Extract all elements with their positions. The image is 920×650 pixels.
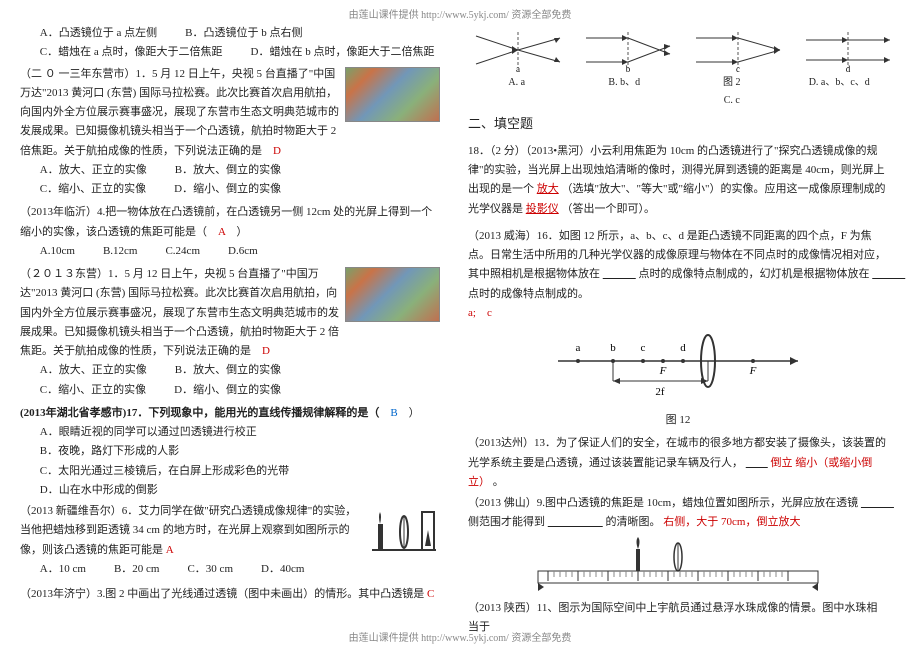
- q-linyi: （2013年临沂）4.把一物体放在凸透镜前，在凸透镜另一侧 12cm 处的光屏上…: [20, 203, 440, 261]
- xj-opt-d: D．40cm: [261, 560, 304, 579]
- q-dazhou: （2013达州）13．为了保证人们的安全，在城市的很多地方都安装了摄像头，该装置…: [468, 434, 888, 492]
- svg-text:2f: 2f: [655, 386, 665, 398]
- lens-c: c: [688, 28, 788, 72]
- ly-answer: A: [218, 226, 225, 238]
- fs-ans: 右侧，大于 70cm，倒立放大: [663, 516, 800, 528]
- fs-a: （2013 佛山）9.图中凸透镜的焦距是 10cm，蜡烛位置如图所示，光屏应放在…: [468, 497, 858, 509]
- lens-d: d: [798, 28, 898, 72]
- marathon-photo-1: [345, 67, 440, 122]
- hh-c: （答出一个即可）。: [562, 203, 656, 215]
- xj-opt-a: A．10 cm: [40, 560, 86, 579]
- svg-text:a: a: [516, 64, 520, 72]
- q-dy2-text: （２０１３东营）1．5 月 12 日上午，央视 5 台直播了"中国万达"2013…: [20, 268, 339, 357]
- xj-answer: A: [166, 544, 174, 556]
- wh-ans1: a;: [468, 307, 476, 319]
- q-dongying-1: （二 ０ 一三年东营市）1．5 月 12 日上午，央视 5 台直播了"中国万达"…: [20, 65, 440, 200]
- svg-text:a: a: [576, 342, 581, 354]
- ly-text: （2013年临沂）4.把一物体放在凸透镜前，在凸透镜另一侧 12cm 处的光屏上…: [20, 206, 432, 237]
- xg-head: (2013年湖北省孝感市)17．下列现象中，能用光的直线传播规律解释的是（: [20, 407, 379, 419]
- q-dongying-2: （２０１３东营）1．5 月 12 日上午，央视 5 台直播了"中国万达"2013…: [20, 265, 440, 400]
- jn-text: （2013年济宁）3.图 2 中画出了光线通过透镜（图中未画出）的情形。其中凸透…: [20, 588, 424, 600]
- jn-answer: C: [427, 588, 434, 600]
- ly-opt-c: C.24cm: [165, 242, 200, 261]
- section-fill-blank: 二、填空题: [468, 113, 888, 136]
- svg-text:c: c: [641, 342, 646, 354]
- xj-opt-b: B．20 cm: [114, 560, 160, 579]
- ly-tail: ）: [236, 226, 247, 238]
- q-xinjiang: （2013 新疆维吾尔）6．艾力同学在做"研究凸透镜成像规律"的实验，当他把蜡烛…: [20, 502, 440, 579]
- dy2-opt-a: A．放大、正立的实像: [40, 361, 147, 380]
- opt-b: B．凸透镜位于 b 点右侧: [185, 24, 302, 43]
- opt-d: D．蜡烛在 b 点时，像距大于二倍焦距: [251, 43, 435, 62]
- left-column: A．凸透镜位于 a 点左侧 B．凸透镜位于 b 点右侧 C．蜡烛在 a 点时，像…: [20, 24, 440, 626]
- xj-opt-c: C．30 cm: [187, 560, 233, 579]
- optical-bench-icon: [468, 537, 888, 593]
- opt-c: C．蜡烛在 a 点时，像距大于二倍焦距: [40, 43, 223, 62]
- dy1-opt-d: D．缩小、倒立的实像: [174, 180, 281, 199]
- ly-opt-b: B.12cm: [103, 242, 138, 261]
- fs-c: 的清晰图。: [606, 516, 661, 528]
- dy2-opt-d: D．缩小、倒立的实像: [174, 381, 281, 400]
- marathon-photo-2: [345, 267, 440, 322]
- q-shaanxi: （2013 陕西）11、图示为国际空间中上宇航员通过悬浮水珠成像的情景。图中水珠…: [468, 599, 888, 638]
- xg-opt-a: A．眼睛近视的同学可以通过凹透镜进行校正: [40, 423, 440, 442]
- dz-b: 。: [493, 476, 504, 488]
- svg-text:F: F: [749, 365, 757, 377]
- lens-a: a: [468, 28, 568, 72]
- lens-label-row: A. a B. b、d 图 2 C. c D. a、b、c、d: [468, 74, 888, 109]
- svg-text:b: b: [626, 64, 631, 72]
- sx-text: （2013 陕西）11、图示为国际空间中上宇航员通过悬浮水珠成像的情景。图中水珠…: [468, 599, 888, 638]
- svg-text:d: d: [680, 342, 686, 354]
- dy1-opt-a: A．放大、正立的实像: [40, 161, 147, 180]
- lens-lbl-c-cap: 图 2 C. c: [683, 74, 781, 109]
- lens-b: b: [578, 28, 678, 72]
- candle-screen-icon: [368, 502, 440, 563]
- q-weihai: （2013 威海）16．如图 12 所示，a、b、c、d 是距凸透镜不同距离的四…: [468, 227, 888, 431]
- q-xiaogan: (2013年湖北省孝感市)17．下列现象中，能用光的直线传播规律解释的是（ B …: [20, 404, 440, 500]
- dy2-opt-c: C．缩小、正立的实像: [40, 381, 146, 400]
- dy1-opt-b: B．放大、倒立的实像: [175, 161, 281, 180]
- q0-options: A．凸透镜位于 a 点左侧 B．凸透镜位于 b 点右侧 C．蜡烛在 a 点时，像…: [20, 24, 440, 63]
- dy1-opt-c: C．缩小、正立的实像: [40, 180, 146, 199]
- wh-ans2: c: [487, 307, 492, 319]
- hh-ans2: 投影仪: [526, 203, 559, 215]
- xg-opt-b: B．夜晚，路灯下形成的人影: [40, 442, 440, 461]
- svg-text:b: b: [610, 342, 616, 354]
- hh-ans1: 放大: [537, 183, 559, 195]
- page-header: 由莲山课件提供 http://www.5ykj.com/ 资源全部免费: [0, 6, 920, 21]
- xg-opt-c: C．太阳光通过三棱镜后，在白屏上形成彩色的光带: [40, 462, 440, 481]
- lens-lbl-b: B. b、d: [576, 74, 674, 109]
- q-dy1-text: （二 ０ 一三年东营市）1．5 月 12 日上午，央视 5 台直播了"中国万达"…: [20, 68, 339, 157]
- lens-figure-row: a b c: [468, 28, 888, 72]
- q-heihe: 18．（2 分）（2013•黑河）小云利用焦距为 10cm 的凸透镜进行了"探究…: [468, 142, 888, 219]
- right-column: a b c: [468, 24, 888, 626]
- fig12-caption: 图 12: [468, 411, 888, 430]
- xg-tail: ）: [409, 407, 420, 419]
- fig2-cap: 图 2: [723, 77, 741, 88]
- lens-lbl-a: A. a: [468, 74, 566, 109]
- q-jining: （2013年济宁）3.图 2 中画出了光线通过透镜（图中未画出）的情形。其中凸透…: [20, 585, 440, 604]
- xj-text: （2013 新疆维吾尔）6．艾力同学在做"研究凸透镜成像规律"的实验，当他把蜡烛…: [20, 505, 356, 556]
- wh-b: 点时的成像特点制成的，幻灯机是根据物体放在: [639, 268, 870, 280]
- svg-text:c: c: [736, 64, 740, 72]
- weihai-figure: a b c d F F 2f: [468, 329, 888, 409]
- dy2-opt-b: B．放大、倒立的实像: [175, 361, 281, 380]
- wh-c: 点时的成像特点制成的。: [468, 288, 589, 300]
- ly-opt-a: A.10cm: [40, 242, 75, 261]
- lens-lbl-d: D. a、b、c、d: [791, 74, 889, 109]
- svg-text:F: F: [659, 365, 667, 377]
- q-dy1-answer: D: [273, 145, 281, 157]
- q-foshan: （2013 佛山）9.图中凸透镜的焦距是 10cm，蜡烛位置如图所示，光屏应放在…: [468, 494, 888, 593]
- svg-text:d: d: [846, 64, 851, 72]
- xg-answer: B: [390, 407, 397, 419]
- fs-b: 侧范围才能得到: [468, 516, 545, 528]
- lens-c-lbl: C. c: [724, 95, 740, 106]
- xg-opt-d: D．山在水中形成的倒影: [40, 481, 440, 500]
- ly-opt-d: D.6cm: [228, 242, 258, 261]
- opt-a: A．凸透镜位于 a 点左侧: [40, 24, 157, 43]
- q-dy2-answer: D: [262, 345, 270, 357]
- page-body: A．凸透镜位于 a 点左侧 B．凸透镜位于 b 点右侧 C．蜡烛在 a 点时，像…: [0, 24, 908, 626]
